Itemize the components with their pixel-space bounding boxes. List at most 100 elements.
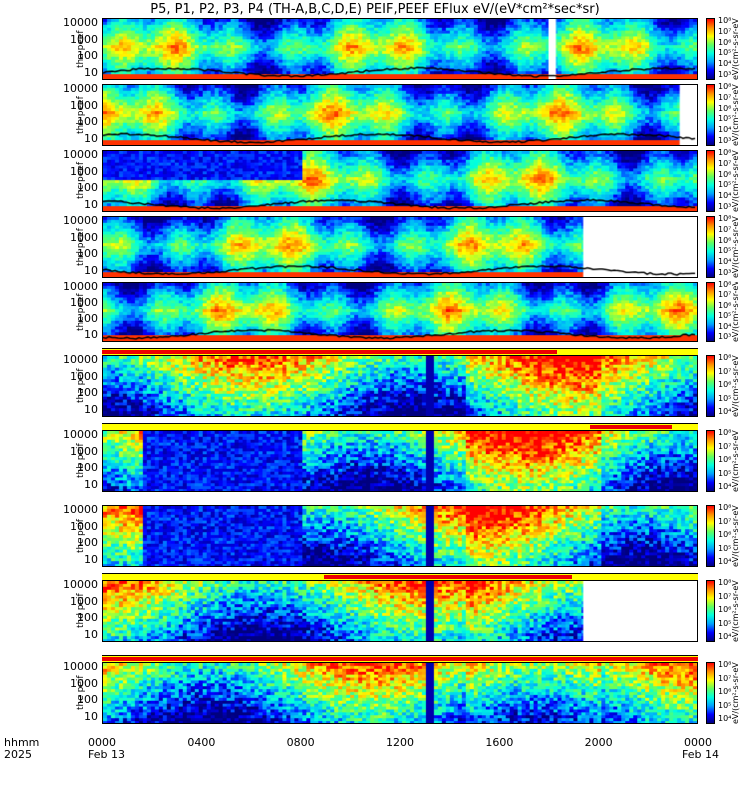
colorbar bbox=[706, 84, 715, 146]
y-tick-label: 10000 bbox=[63, 503, 98, 516]
y-tick-label: 100 bbox=[77, 312, 98, 325]
colorbar-tick: 10⁸ bbox=[718, 503, 732, 512]
colorbar-tick: 10⁵ bbox=[718, 543, 732, 553]
colorbar-unit-label: eV/(cm²-s-sr-eV) bbox=[731, 355, 740, 417]
x-tick-label: 1600 bbox=[485, 736, 514, 749]
colorbar-tick: 10⁸ bbox=[718, 353, 732, 362]
x-tick-label: 2000 bbox=[584, 736, 613, 749]
y-tick-label: 100 bbox=[77, 693, 98, 707]
spectrogram-canvas bbox=[102, 216, 698, 278]
colorbar-tick: 10³ bbox=[718, 136, 732, 145]
colorbar-tick: 10⁸ bbox=[718, 214, 732, 223]
colorbar bbox=[706, 282, 715, 342]
status-flag-segment bbox=[102, 350, 557, 354]
y-tick-label: 100 bbox=[77, 461, 98, 475]
colorbar-tick: 10⁴ bbox=[718, 257, 732, 267]
colorbar bbox=[706, 216, 715, 278]
y-tick-label: 10000 bbox=[63, 214, 98, 227]
colorbar-tick: 10⁶ bbox=[718, 169, 732, 179]
colorbar-tick: 10³ bbox=[718, 202, 732, 211]
status-flag-bar bbox=[102, 655, 698, 662]
y-tick-label: 1000 bbox=[70, 296, 98, 309]
colorbar-tick: 10⁵ bbox=[718, 393, 732, 403]
status-flag-bar bbox=[102, 573, 698, 580]
colorbar-tick: 10⁵ bbox=[718, 180, 732, 190]
y-tick-label: 1000 bbox=[70, 519, 98, 533]
y-tick-label: 100 bbox=[77, 181, 98, 195]
spectrogram-canvas bbox=[102, 580, 698, 642]
spectrogram-panel-thb-peef bbox=[102, 84, 698, 146]
spectrogram-canvas bbox=[102, 282, 698, 342]
colorbar-tick: 10⁷ bbox=[718, 366, 732, 376]
spectrogram-panel-thd-peif bbox=[102, 580, 698, 642]
colorbar-tick: 10⁵ bbox=[718, 311, 732, 321]
colorbar-unit-label: eV/(cm²-s-sr-eV) bbox=[731, 662, 740, 724]
colorbar bbox=[706, 355, 715, 417]
colorbar-tick: 10³ bbox=[718, 332, 732, 341]
colorbar-unit-label: eV/(cm²-s-sr-eV) bbox=[731, 505, 740, 567]
status-flag-bar bbox=[102, 348, 698, 355]
colorbar-tick: 10³ bbox=[718, 70, 732, 79]
colorbar-tick: 10⁵ bbox=[718, 618, 732, 628]
colorbar-tick: 10⁵ bbox=[718, 468, 732, 478]
y-tick-label: 10 bbox=[84, 66, 98, 79]
y-tick-label: 10 bbox=[84, 628, 98, 641]
colorbar bbox=[706, 580, 715, 642]
y-tick-label: 10 bbox=[84, 478, 98, 491]
colorbar-tick: 10⁵ bbox=[718, 246, 732, 256]
colorbar-tick: 10⁴ bbox=[718, 557, 732, 566]
colorbar bbox=[706, 150, 715, 212]
x-axis-date-end: Feb 14 bbox=[682, 748, 719, 761]
colorbar-tick: 10⁵ bbox=[718, 700, 732, 710]
colorbar-tick: 10⁸ bbox=[718, 280, 732, 289]
colorbar-tick: 10⁸ bbox=[718, 428, 732, 437]
colorbar-tick: 10⁵ bbox=[718, 114, 732, 124]
spectrogram-canvas bbox=[102, 84, 698, 146]
spectrogram-panel-thd-peef bbox=[102, 216, 698, 278]
y-tick-label: 100 bbox=[77, 386, 98, 400]
y-tick-label: 10000 bbox=[63, 148, 98, 161]
y-tick-label: 10000 bbox=[63, 578, 98, 591]
colorbar-tick: 10⁴ bbox=[718, 482, 732, 491]
colorbar-unit-label: eV/(cm²-s-sr-eV) bbox=[731, 580, 740, 642]
y-tick-label: 1000 bbox=[70, 444, 98, 458]
spectrogram-canvas bbox=[102, 505, 698, 567]
spectrogram-canvas bbox=[102, 18, 698, 80]
spectrogram-canvas bbox=[102, 430, 698, 492]
y-tick-label: 1000 bbox=[70, 369, 98, 383]
status-flag-bar bbox=[102, 423, 698, 430]
y-tick-label: 10 bbox=[84, 264, 98, 277]
colorbar-tick: 10⁸ bbox=[718, 148, 732, 157]
colorbar bbox=[706, 505, 715, 567]
spectrogram-canvas bbox=[102, 662, 698, 724]
y-tick-label: 100 bbox=[77, 611, 98, 625]
colorbar bbox=[706, 662, 715, 724]
spectrogram-panel-tha-peef bbox=[102, 18, 698, 80]
colorbar bbox=[706, 430, 715, 492]
colorbar-tick: 10⁶ bbox=[718, 530, 732, 539]
colorbar-tick: 10⁷ bbox=[718, 158, 732, 168]
y-tick-label: 100 bbox=[77, 115, 98, 129]
colorbar-tick: 10⁸ bbox=[718, 578, 732, 587]
y-tick-label: 10 bbox=[84, 553, 98, 566]
x-axis-date-start: Feb 13 bbox=[88, 748, 125, 761]
colorbar-tick: 10⁴ bbox=[718, 714, 732, 723]
colorbar-tick: 10⁷ bbox=[718, 673, 732, 683]
y-tick-label: 10 bbox=[84, 403, 98, 416]
colorbar-tick: 10⁴ bbox=[718, 321, 732, 331]
spectrogram-panel-tha-peif bbox=[102, 355, 698, 417]
x-tick-label: 0000 bbox=[88, 736, 116, 749]
colorbar-tick: 10⁷ bbox=[718, 92, 732, 102]
spectrogram-panel-the-peif bbox=[102, 662, 698, 724]
x-tick-label: 0400 bbox=[187, 736, 216, 749]
y-tick-label: 10000 bbox=[63, 16, 98, 29]
colorbar-tick: 10⁵ bbox=[718, 48, 732, 58]
colorbar-unit-label: eV/(cm²-s-sr-eV) bbox=[731, 150, 740, 212]
colorbar-tick: 10³ bbox=[718, 268, 732, 277]
y-tick-label: 10000 bbox=[63, 428, 98, 441]
colorbar-tick: 10⁴ bbox=[718, 632, 732, 641]
colorbar-tick: 10⁸ bbox=[718, 82, 732, 91]
colorbar-tick: 10⁶ bbox=[718, 37, 732, 47]
chart-title: P5, P1, P2, P3, P4 (TH-A,B,C,D,E) PEIF,P… bbox=[150, 2, 600, 17]
colorbar-tick: 10⁷ bbox=[718, 591, 732, 601]
